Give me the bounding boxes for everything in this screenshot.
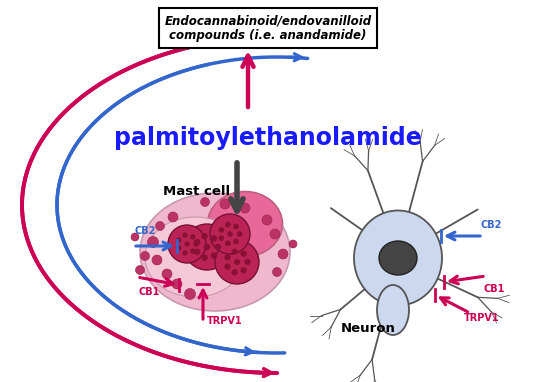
Text: CB2: CB2 — [480, 220, 502, 230]
Circle shape — [237, 231, 243, 237]
Circle shape — [270, 229, 280, 239]
Ellipse shape — [140, 193, 290, 311]
Text: palmitoylethanolamide: palmitoylethanolamide — [114, 126, 422, 150]
Circle shape — [224, 264, 230, 270]
Circle shape — [240, 251, 247, 257]
Circle shape — [168, 225, 206, 263]
Ellipse shape — [354, 210, 442, 306]
Circle shape — [225, 241, 230, 246]
Circle shape — [176, 237, 182, 243]
Circle shape — [190, 248, 196, 254]
Ellipse shape — [377, 285, 409, 335]
Text: CB2: CB2 — [134, 226, 156, 236]
Circle shape — [131, 233, 139, 241]
Circle shape — [273, 267, 281, 277]
Circle shape — [141, 251, 150, 261]
Circle shape — [225, 222, 230, 227]
Circle shape — [211, 235, 217, 241]
Circle shape — [240, 203, 250, 213]
Circle shape — [262, 215, 272, 225]
Circle shape — [184, 224, 230, 270]
Text: TRPV1: TRPV1 — [464, 313, 500, 323]
Circle shape — [211, 253, 217, 259]
Circle shape — [156, 222, 165, 230]
Circle shape — [182, 233, 188, 238]
Circle shape — [210, 214, 250, 254]
Circle shape — [201, 197, 209, 207]
Circle shape — [136, 265, 145, 275]
Circle shape — [233, 224, 239, 229]
Text: CB1: CB1 — [138, 287, 160, 297]
Circle shape — [224, 254, 230, 261]
Circle shape — [147, 236, 158, 248]
Circle shape — [220, 199, 230, 209]
Circle shape — [190, 234, 196, 240]
Text: Endocannabinoid/endovanilloid
compounds (i.e. anandamide): Endocannabinoid/endovanilloid compounds … — [165, 14, 372, 42]
Circle shape — [232, 269, 238, 275]
Circle shape — [232, 249, 238, 255]
Text: TRPV1: TRPV1 — [207, 316, 243, 326]
Circle shape — [244, 259, 250, 265]
Ellipse shape — [208, 191, 283, 256]
Circle shape — [162, 269, 172, 279]
Circle shape — [215, 244, 221, 250]
Circle shape — [201, 254, 208, 261]
Circle shape — [172, 279, 182, 289]
Circle shape — [240, 267, 247, 274]
Circle shape — [218, 227, 224, 233]
Circle shape — [201, 233, 208, 240]
Circle shape — [215, 240, 259, 284]
Text: Neuron: Neuron — [341, 322, 396, 335]
Circle shape — [234, 259, 240, 265]
Circle shape — [278, 249, 288, 259]
Circle shape — [193, 241, 199, 247]
Circle shape — [204, 244, 210, 250]
Circle shape — [184, 241, 189, 247]
Circle shape — [194, 239, 201, 245]
Text: Mast cell: Mast cell — [163, 185, 230, 198]
Ellipse shape — [379, 241, 417, 275]
Circle shape — [168, 212, 178, 222]
Ellipse shape — [145, 217, 245, 297]
Circle shape — [182, 250, 188, 256]
Circle shape — [289, 240, 297, 248]
Circle shape — [227, 231, 233, 237]
Circle shape — [218, 235, 224, 241]
Circle shape — [233, 239, 239, 244]
Circle shape — [194, 249, 201, 255]
Text: CB1: CB1 — [483, 284, 505, 294]
Circle shape — [176, 245, 182, 251]
Circle shape — [184, 288, 196, 299]
Circle shape — [152, 255, 162, 265]
